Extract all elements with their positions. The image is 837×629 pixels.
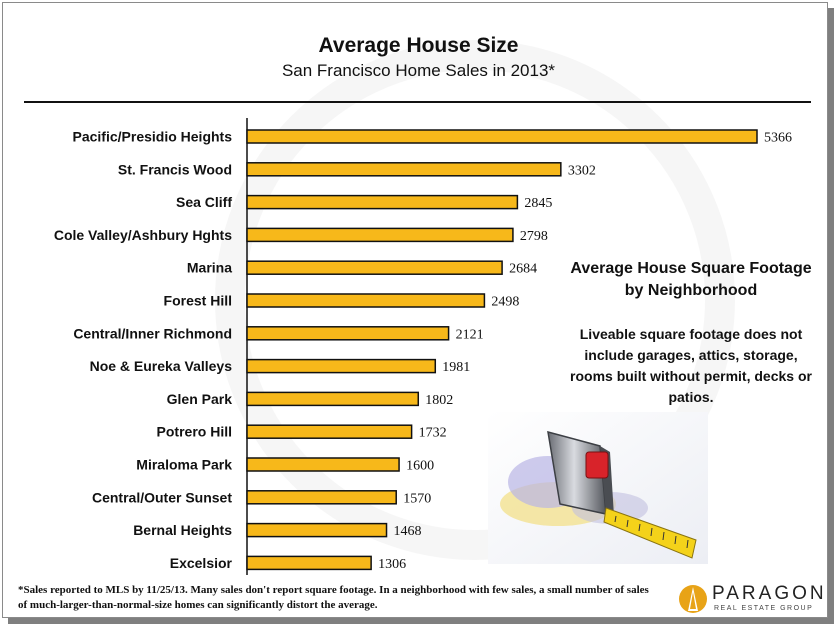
category-label: Miraloma Park	[136, 457, 232, 473]
bar	[246, 293, 486, 308]
tape-measure-icon	[488, 412, 708, 564]
chart-title: Average House Size	[318, 34, 519, 57]
logo-tagline: REAL ESTATE GROUP	[714, 605, 814, 612]
data-label: 1732	[419, 426, 447, 441]
data-label: 2121	[456, 327, 484, 342]
chart-subtitle: San Francisco Home Sales in 2013*	[281, 61, 556, 80]
data-label: 2498	[491, 295, 519, 310]
data-label: 1600	[406, 459, 434, 474]
bar	[246, 260, 503, 275]
category-label: Sea Cliff	[176, 194, 232, 210]
category-label: Marina	[187, 260, 232, 276]
data-label: 1802	[425, 393, 453, 408]
category-label: Cole Valley/Ashbury Hghts	[54, 227, 232, 243]
category-label: Excelsior	[170, 555, 233, 571]
category-label: Pacific/Presidio Heights	[73, 129, 233, 145]
category-label: Bernal Heights	[133, 522, 232, 538]
category-label: Glen Park	[167, 391, 233, 407]
data-label: 3302	[568, 163, 596, 178]
data-label: 5366	[764, 131, 792, 146]
paragon-logo: PARAGON REAL ESTATE GROUP	[678, 582, 828, 616]
paragon-logo-icon	[679, 585, 707, 613]
data-label: 1306	[378, 557, 406, 572]
bar	[246, 194, 519, 210]
bar	[246, 490, 397, 505]
bar	[246, 391, 420, 407]
data-label: 2798	[520, 229, 548, 244]
side-panel-heading: Average House Square Footage by Neighbor…	[570, 260, 812, 299]
data-label: 1981	[442, 360, 470, 375]
side-panel-note: Liveable square footage does not include…	[570, 326, 812, 405]
bar	[246, 522, 388, 538]
data-label: 2684	[509, 262, 537, 277]
bar	[246, 162, 562, 177]
category-label: Potrero Hill	[157, 424, 232, 440]
category-label: Central/Inner Richmond	[73, 325, 232, 341]
bar	[246, 227, 514, 243]
category-label: Central/Outer Sunset	[92, 489, 232, 505]
data-label: 1570	[403, 491, 431, 506]
category-label: Forest Hill	[164, 293, 232, 309]
category-label: St. Francis Wood	[118, 161, 232, 177]
bar	[246, 555, 372, 571]
footnote: *Sales reported to MLS by 11/25/13. Many…	[18, 584, 649, 611]
bar	[246, 457, 400, 472]
title-divider	[24, 101, 811, 103]
data-label: 1468	[394, 524, 422, 539]
bar	[246, 129, 758, 144]
data-label: 2845	[524, 196, 552, 211]
logo-name: PARAGON	[712, 583, 827, 604]
bar	[246, 358, 437, 374]
bar	[246, 424, 413, 439]
category-label: Noe & Eureka Valleys	[90, 358, 233, 374]
bar	[246, 326, 450, 341]
